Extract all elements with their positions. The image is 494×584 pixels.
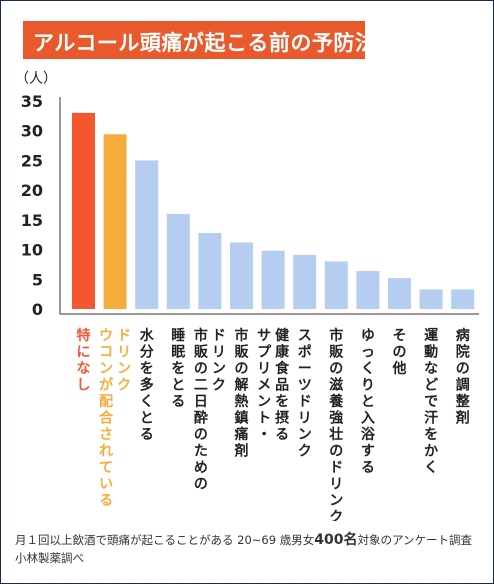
footnote: 月１回以上飲酒で頭痛が起こることがある 20~69 歳男女400名対象のアンケー… [15,531,485,567]
bar [230,242,253,309]
x-category-label: 市販の解熱鎮痛剤 [234,327,250,460]
bar [261,250,285,309]
x-category-label: 市販の二日酔のための [194,327,209,493]
bar [135,160,159,309]
bar [293,254,317,309]
bar [451,289,475,309]
y-tick-label: 20 [21,181,43,200]
bar [356,270,380,309]
x-category-label: ゆっくりと入浴する [361,328,376,476]
x-category-label: 健康食品を摂る [275,327,290,443]
x-category-label: スポーツドリンク [298,328,312,460]
x-category-label: 運動などで汗をかく [424,328,439,476]
y-tick-label: 10 [21,241,43,260]
x-category-label: ドリンク [212,328,226,394]
y-tick-label: 35 [21,92,43,111]
y-tick-label: 25 [21,151,43,170]
bar [324,261,348,309]
footnote-prefix: 月１回以上飲酒で頭痛が起こることがある 20~69 歳男女 [15,533,315,547]
y-tick-label: 0 [32,300,43,319]
x-category-label: 睡眠をとる [171,328,185,410]
y-tick-label: 5 [32,270,43,289]
x-category-label: 水分を多くとる [140,327,155,443]
bar [103,134,127,309]
footnote-line-2: 小林製薬調べ [15,551,84,565]
bar [419,289,443,309]
y-axis-unit-label: （人） [15,71,57,87]
footnote-sample-size: 400名 [314,532,358,548]
title-banner: アルコール頭痛が起こる前の予防法 [23,21,376,59]
footnote-suffix: 対象のアンケート調査 [357,533,472,547]
x-category-label: 市販の滋養強壮のドリンク [328,327,344,521]
x-category-label: ドリンク [117,328,131,394]
x-category-label: その他 [392,328,407,377]
bar [166,213,190,309]
x-category-label: 病院の調整剤 [455,327,471,427]
y-tick-label: 30 [21,122,43,141]
y-tick-label: 15 [21,211,43,230]
x-category-label: サプリメント・ [257,328,272,443]
bar [388,278,411,309]
x-category-label: 特になし [77,327,91,394]
bar [72,112,95,309]
chart-title: アルコール頭痛が起こる前の予防法 [33,31,377,55]
footnote-line-1: 月１回以上飲酒で頭痛が起こることがある 20~69 歳男女400名対象のアンケー… [15,531,485,549]
bar [198,232,222,309]
x-category-label: ウコンが配合されている [99,328,114,509]
